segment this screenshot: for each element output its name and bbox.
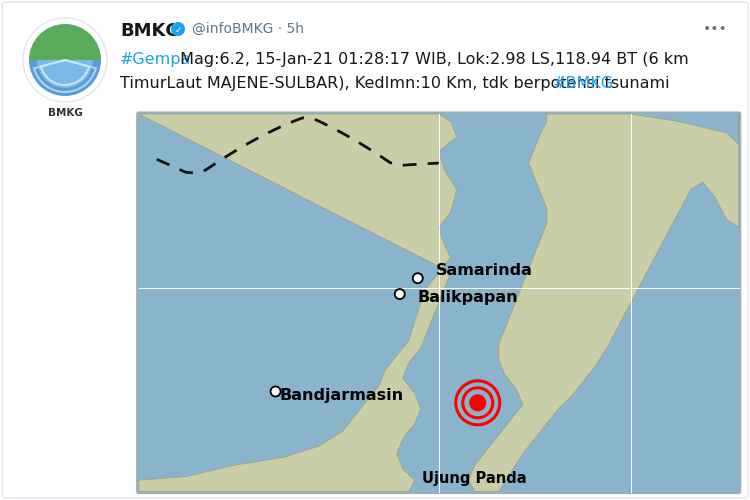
- Circle shape: [271, 386, 280, 396]
- Text: #BMKG: #BMKG: [553, 76, 614, 91]
- Text: BMKG: BMKG: [120, 22, 180, 40]
- Text: ✓: ✓: [174, 26, 182, 35]
- Text: @infoBMKG · 5h: @infoBMKG · 5h: [192, 22, 304, 36]
- Text: Ujung Panda: Ujung Panda: [422, 471, 527, 486]
- Circle shape: [23, 18, 107, 102]
- Circle shape: [413, 273, 423, 283]
- Text: BMKG: BMKG: [47, 108, 82, 118]
- Circle shape: [471, 396, 484, 410]
- Text: Bandjarmasin: Bandjarmasin: [280, 388, 404, 402]
- Polygon shape: [469, 114, 739, 492]
- Wedge shape: [29, 24, 101, 60]
- Circle shape: [171, 22, 185, 36]
- Text: Balikpapan: Balikpapan: [418, 290, 518, 304]
- FancyBboxPatch shape: [136, 112, 741, 494]
- Text: TimurLaut MAJENE-SULBAR), KedImn:10 Km, tdk berpotensi tsunami: TimurLaut MAJENE-SULBAR), KedImn:10 Km, …: [120, 76, 675, 91]
- Wedge shape: [37, 60, 93, 88]
- Text: •••: •••: [704, 22, 728, 36]
- Polygon shape: [139, 114, 457, 492]
- Wedge shape: [29, 60, 101, 96]
- Text: Samarinda: Samarinda: [436, 263, 532, 278]
- Text: Mag:6.2, 15-Jan-21 01:28:17 WIB, Lok:2.98 LS,118.94 BT (6 km: Mag:6.2, 15-Jan-21 01:28:17 WIB, Lok:2.9…: [175, 52, 688, 67]
- Text: #Gempa: #Gempa: [120, 52, 191, 67]
- Circle shape: [394, 289, 405, 299]
